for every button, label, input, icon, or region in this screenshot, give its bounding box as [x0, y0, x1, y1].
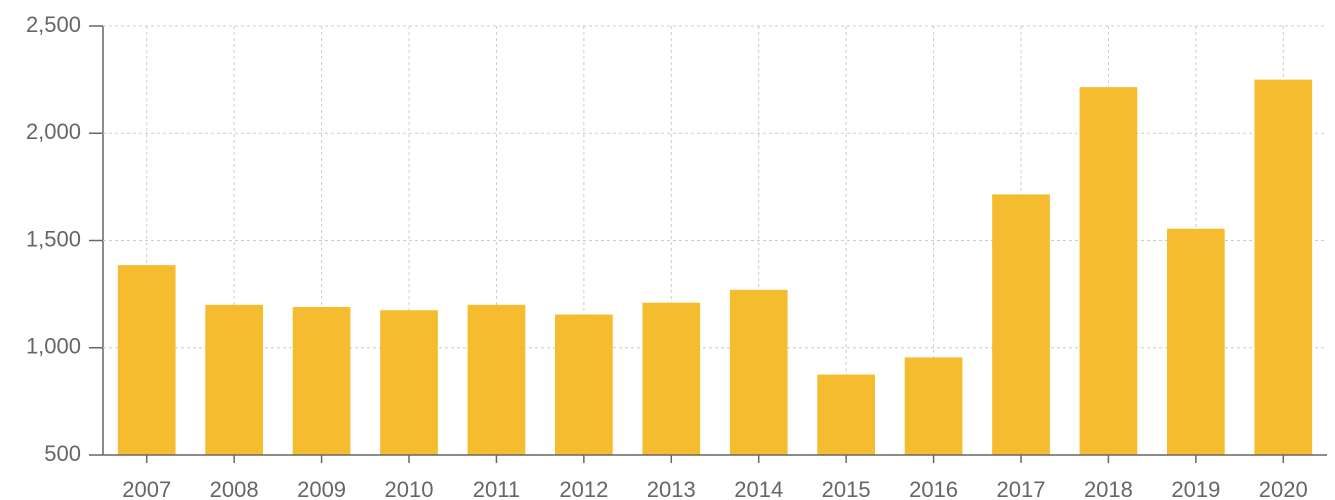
bar [205, 304, 263, 455]
x-tick-label: 2018 [1084, 477, 1133, 500]
bar [1079, 87, 1138, 455]
bar [904, 357, 963, 455]
x-tick-label: 2012 [559, 477, 608, 500]
x-tick-label: 2017 [997, 477, 1046, 500]
x-tick-label: 2014 [734, 477, 783, 500]
y-tick-label: 2,500 [26, 12, 81, 37]
y-tick-label: 2,000 [26, 119, 81, 144]
bar [729, 289, 788, 455]
bar [1254, 79, 1313, 455]
x-tick-label: 2015 [822, 477, 871, 500]
bar [117, 265, 176, 455]
x-tick-label: 2009 [297, 477, 346, 500]
bar [992, 194, 1050, 455]
bar [642, 302, 701, 455]
bar [817, 374, 875, 455]
y-tick-label: 500 [44, 441, 81, 466]
x-tick-label: 2020 [1259, 477, 1308, 500]
x-tick-label: 2008 [210, 477, 259, 500]
y-tick-label: 1,500 [26, 226, 81, 251]
bar [555, 314, 613, 455]
x-tick-label: 2013 [647, 477, 696, 500]
bar [1167, 228, 1225, 455]
bar [380, 310, 438, 455]
x-tick-label: 2019 [1171, 477, 1220, 500]
x-tick-label: 2016 [909, 477, 958, 500]
x-tick-label: 2010 [385, 477, 434, 500]
y-tick-label: 1,000 [26, 334, 81, 359]
bar [292, 306, 351, 455]
x-tick-label: 2007 [122, 477, 171, 500]
bar [467, 304, 526, 455]
x-tick-label: 2011 [473, 477, 520, 500]
